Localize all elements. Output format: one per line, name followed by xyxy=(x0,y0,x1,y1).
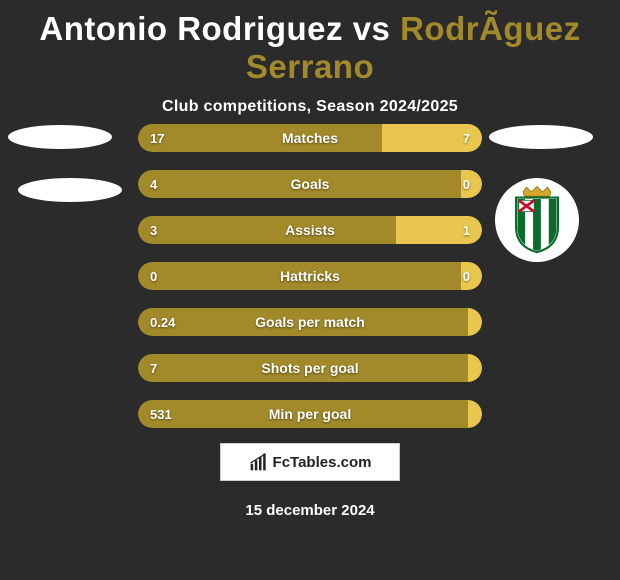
stat-row: Hattricks0 0 xyxy=(138,262,482,290)
stat-value-left: 7 xyxy=(150,354,157,382)
stat-row: Shots per goal7 xyxy=(138,354,482,382)
vs-text: vs xyxy=(353,10,391,47)
stat-value-left: 3 xyxy=(150,216,157,244)
ellipse-left-mid xyxy=(18,178,122,202)
stat-row: Min per goal531 xyxy=(138,400,482,428)
stat-value-left: 17 xyxy=(150,124,164,152)
stat-value-right: 0 xyxy=(463,170,470,198)
stat-value-right: 1 xyxy=(463,216,470,244)
comparison-title: Antonio Rodriguez vs RodrÃ­guez Serrano xyxy=(0,0,620,86)
stat-row: Goals4 0 xyxy=(138,170,482,198)
stat-label: Goals xyxy=(138,170,482,198)
club-badge xyxy=(495,178,579,262)
stat-label: Min per goal xyxy=(138,400,482,428)
stats-bars: Matches177Goals40Assists31Hattricks00Goa… xyxy=(138,124,482,446)
stat-label: Goals per match xyxy=(138,308,482,336)
chart-icon xyxy=(249,452,269,472)
stat-row: Assists3 1 xyxy=(138,216,482,244)
stat-value-right: 0 xyxy=(463,262,470,290)
stat-row: Matches17 7 xyxy=(138,124,482,152)
stat-label: Matches xyxy=(138,124,482,152)
ellipse-left-top xyxy=(8,125,112,149)
date-text: 15 december 2024 xyxy=(245,502,374,519)
brand-box: FcTables.com xyxy=(220,443,400,481)
stat-value-left: 0 xyxy=(150,262,157,290)
brand-text: FcTables.com xyxy=(273,454,372,471)
player1-name: Antonio Rodriguez xyxy=(39,10,343,47)
stat-value-right: 7 xyxy=(463,124,470,152)
stat-value-left: 531 xyxy=(150,400,172,428)
stat-label: Shots per goal xyxy=(138,354,482,382)
stat-row: Goals per match0.24 xyxy=(138,308,482,336)
stat-label: Assists xyxy=(138,216,482,244)
stat-label: Hattricks xyxy=(138,262,482,290)
stat-value-left: 0.24 xyxy=(150,308,175,336)
subtitle: Club competitions, Season 2024/2025 xyxy=(0,98,620,116)
ellipse-right-top xyxy=(489,125,593,149)
shield-icon xyxy=(502,185,572,255)
stat-value-left: 4 xyxy=(150,170,157,198)
